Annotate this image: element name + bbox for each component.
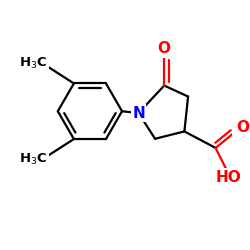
Text: N: N: [132, 106, 145, 120]
Text: H$_3$C: H$_3$C: [19, 152, 48, 167]
Text: H$_3$C: H$_3$C: [19, 56, 48, 71]
Text: HO: HO: [216, 170, 241, 185]
Text: O: O: [158, 41, 171, 56]
Text: O: O: [236, 120, 250, 135]
